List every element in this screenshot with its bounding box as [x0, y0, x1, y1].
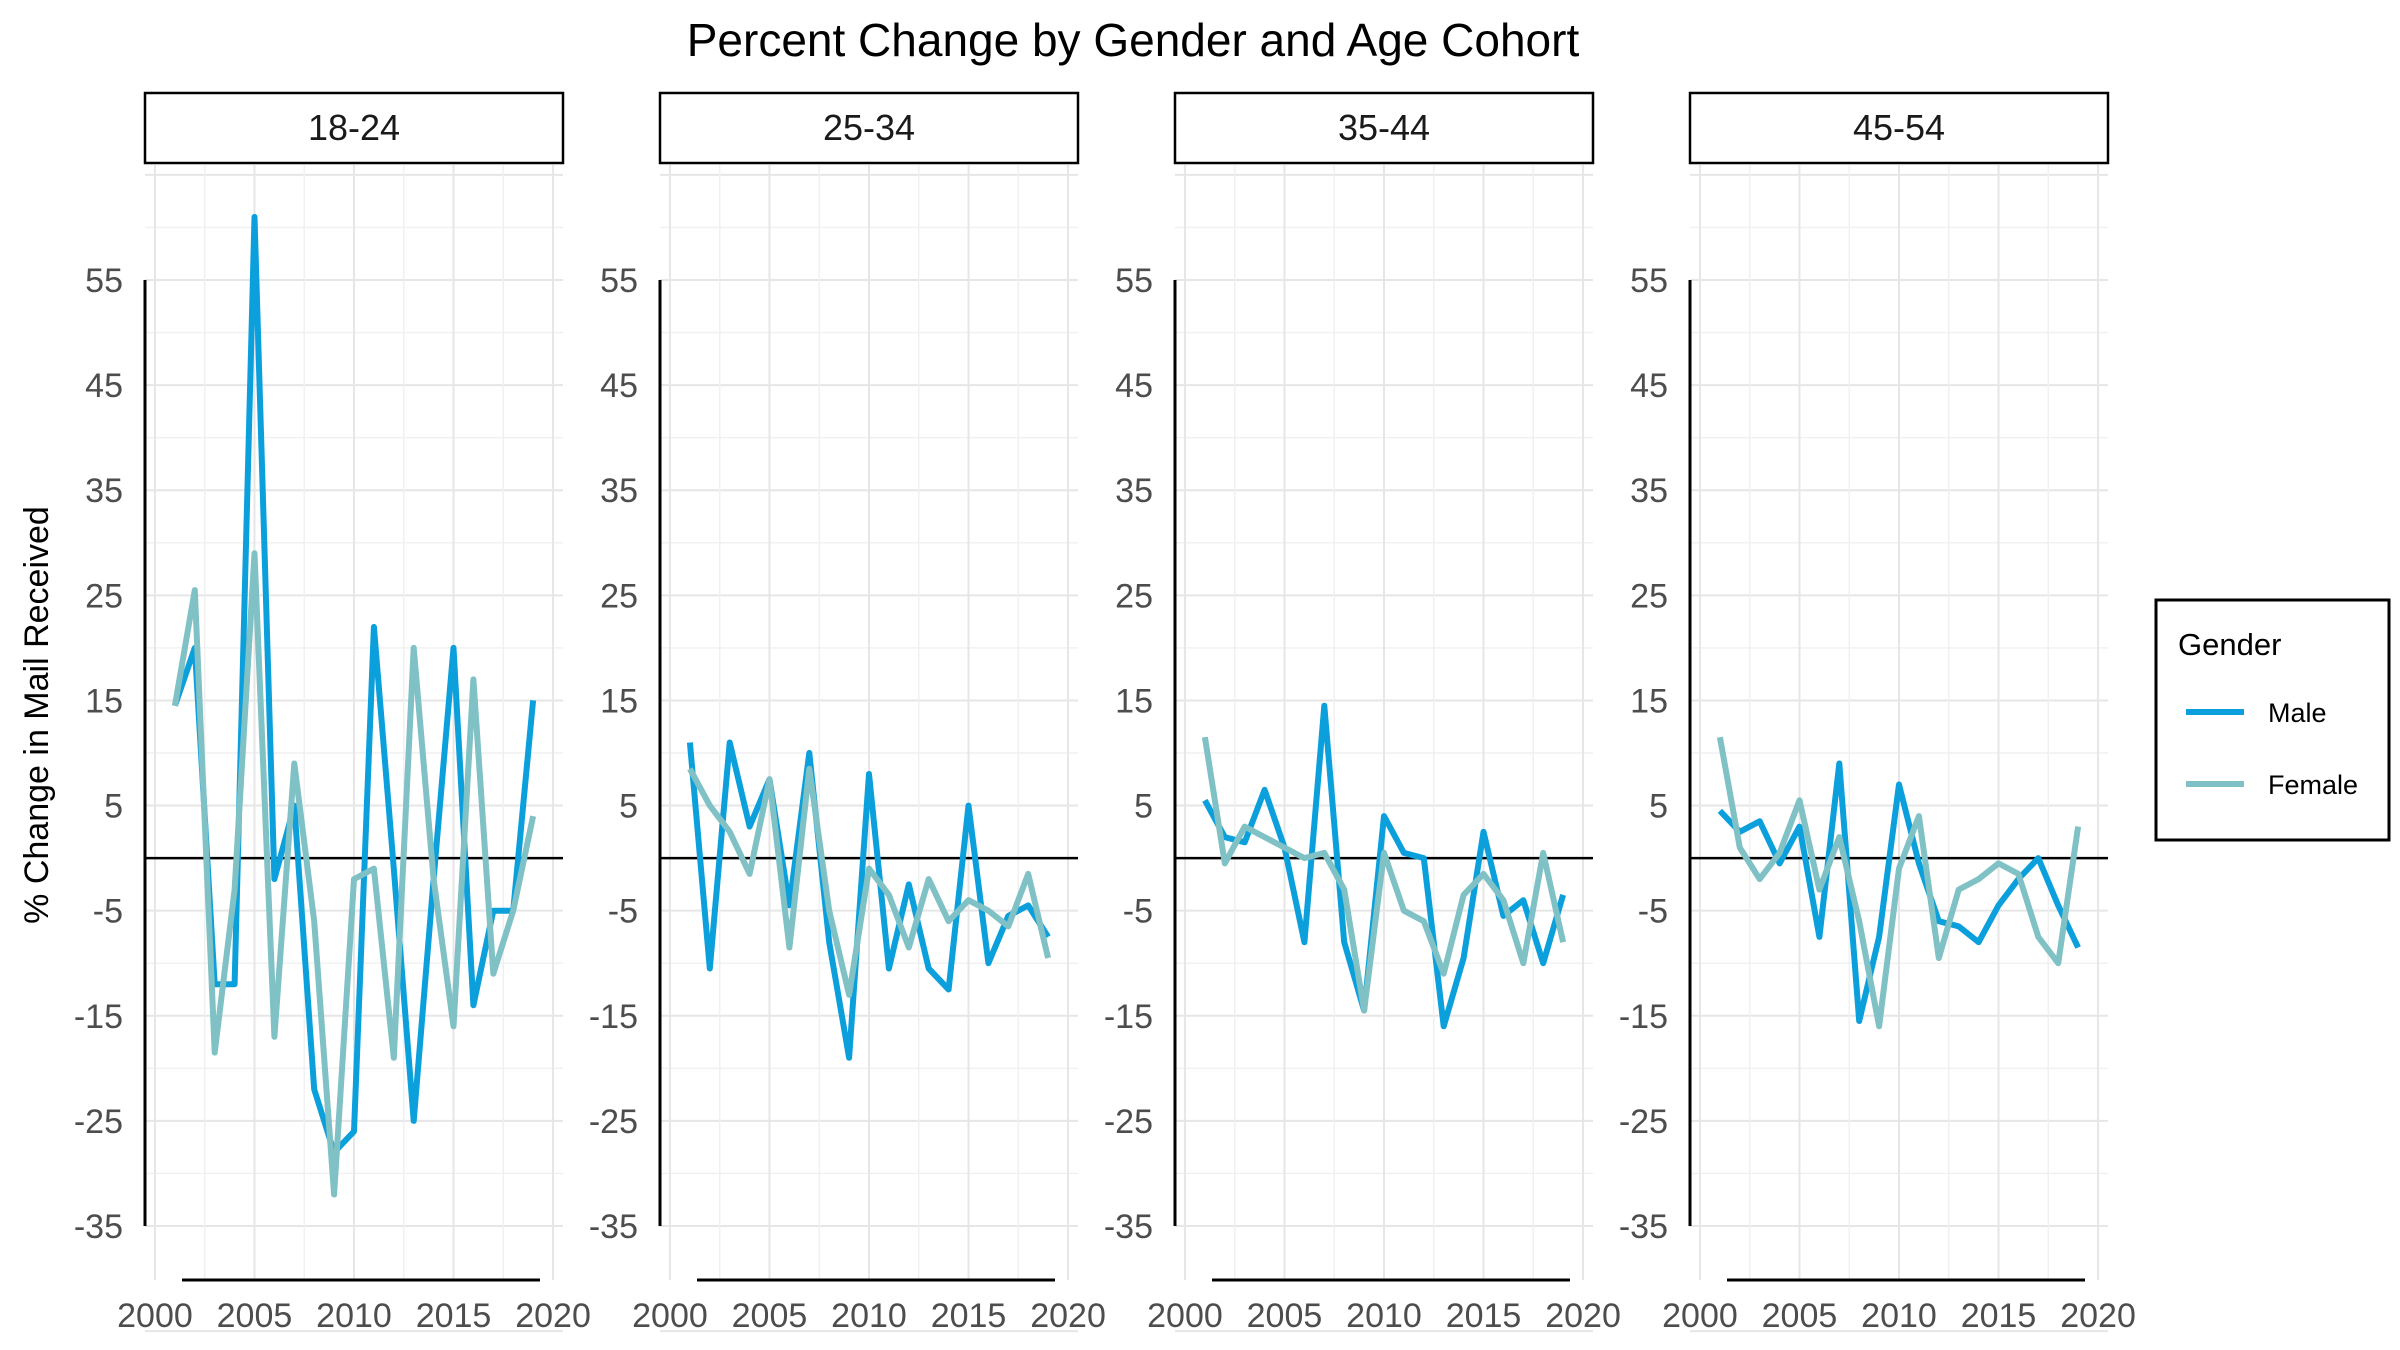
legend-label-female: Female	[2268, 770, 2358, 800]
y-tick-label: 25	[85, 577, 123, 615]
x-tick-label: 2000	[1662, 1297, 1738, 1335]
y-tick-label: 35	[1115, 472, 1153, 510]
y-tick-label: 15	[1115, 682, 1153, 720]
y-tick-label: 45	[85, 367, 123, 405]
y-tick-label: -15	[589, 998, 638, 1036]
y-tick-label: -35	[1619, 1208, 1668, 1246]
series-line-female	[1201, 736, 1567, 1014]
series-line-female	[687, 765, 1052, 998]
x-tick-label: 2000	[117, 1297, 193, 1335]
legend-box	[2154, 598, 2391, 842]
y-tick-label: 55	[1115, 262, 1153, 300]
y-tick-label: -5	[93, 893, 123, 931]
y-tick-label: -25	[1104, 1103, 1153, 1141]
series-line-male	[172, 213, 537, 1156]
facet-strip-label: 25-34	[823, 107, 915, 148]
series-line-male	[686, 739, 1051, 1061]
facet-panel-35-44: 35-44 55 45 35 25 15 5 -5 -15 -25 -35 2000 2005 2010 2…	[1104, 91, 1621, 1335]
y-tick-label: 5	[104, 788, 123, 826]
x-tick-label: 2010	[1346, 1297, 1422, 1335]
series-line-female	[1716, 736, 2082, 1030]
y-tick-label: 5	[619, 788, 638, 826]
facet-panel-25-34: 25-34 55 45 35 25 15 5 -5 -15 -25 -35 2000 2005 2010 2…	[589, 91, 1106, 1335]
facet-strip-label: 35-44	[1338, 107, 1430, 148]
y-tick-label: -25	[1619, 1103, 1668, 1141]
facet-strip	[143, 91, 565, 165]
y-tick-label: -35	[1104, 1208, 1153, 1246]
facet-strip	[1688, 91, 2110, 165]
chart-title: Percent Change by Gender and Age Cohort	[687, 14, 1580, 66]
x-tick-label: 2010	[831, 1297, 907, 1335]
x-tick-label: 2020	[1030, 1297, 1106, 1335]
y-tick-label: -25	[74, 1103, 123, 1141]
series-line-female	[171, 550, 537, 1198]
facet-panel-45-54: 45-54 55 45 35 25 15 5 -5 -15 -25 -35 2000 2005 2010 2…	[1619, 91, 2136, 1335]
y-tick-label: 45	[600, 367, 638, 405]
y-tick-label: 5	[1134, 788, 1153, 826]
facet-strip	[1173, 91, 1595, 165]
y-tick-label: 5	[1649, 788, 1668, 826]
facet-strip-label: 18-24	[308, 107, 400, 148]
x-tick-label: 2015	[1961, 1297, 2037, 1335]
y-tick-label: 45	[1115, 367, 1153, 405]
y-tick-label: 25	[600, 577, 638, 615]
y-tick-label: -5	[1638, 893, 1668, 931]
y-tick-label: -5	[1123, 893, 1153, 931]
x-tick-label: 2015	[1446, 1297, 1522, 1335]
y-tick-label: -15	[1104, 998, 1153, 1036]
y-tick-label: 25	[1115, 577, 1153, 615]
facet-panel-18-24: 18-24 55 45 35 25 15 5 -5 -15 -25 -35 2000 2005 2010 2…	[74, 91, 591, 1335]
y-tick-label: 35	[85, 472, 123, 510]
legend: Gender Male Female	[2154, 598, 2391, 842]
y-tick-label: -15	[1619, 998, 1668, 1036]
y-tick-label: -5	[608, 893, 638, 931]
x-tick-label: 2015	[931, 1297, 1007, 1335]
y-tick-label: 15	[600, 682, 638, 720]
x-tick-label: 2005	[732, 1297, 808, 1335]
y-tick-label: 35	[1630, 472, 1668, 510]
y-tick-label: 15	[85, 682, 123, 720]
y-tick-label: 25	[1630, 577, 1668, 615]
y-tick-label: -15	[74, 998, 123, 1036]
legend-label-male: Male	[2268, 698, 2327, 728]
y-tick-label: -35	[589, 1208, 638, 1246]
x-tick-label: 2000	[1147, 1297, 1223, 1335]
y-tick-label: -25	[589, 1103, 638, 1141]
legend-title: Gender	[2178, 627, 2281, 662]
facet-strip	[658, 91, 1080, 165]
y-tick-label: 55	[1630, 262, 1668, 300]
y-tick-label: 55	[600, 262, 638, 300]
y-tick-label: -35	[74, 1208, 123, 1246]
x-tick-label: 2020	[515, 1297, 591, 1335]
x-tick-label: 2015	[416, 1297, 492, 1335]
x-tick-label: 2010	[316, 1297, 392, 1335]
y-tick-label: 55	[85, 262, 123, 300]
x-tick-label: 2020	[1545, 1297, 1621, 1335]
series-line-male	[1202, 702, 1566, 1030]
y-axis-label: % Change in Mail Received	[18, 506, 56, 924]
x-tick-label: 2020	[2060, 1297, 2136, 1335]
y-tick-label: 35	[600, 472, 638, 510]
y-tick-label: 15	[1630, 682, 1668, 720]
x-tick-label: 2000	[632, 1297, 708, 1335]
x-tick-label: 2010	[1861, 1297, 1937, 1335]
x-tick-label: 2005	[217, 1297, 293, 1335]
x-tick-label: 2005	[1762, 1297, 1838, 1335]
y-tick-label: 45	[1630, 367, 1668, 405]
x-tick-label: 2005	[1247, 1297, 1323, 1335]
facet-strip-label: 45-54	[1853, 107, 1945, 148]
